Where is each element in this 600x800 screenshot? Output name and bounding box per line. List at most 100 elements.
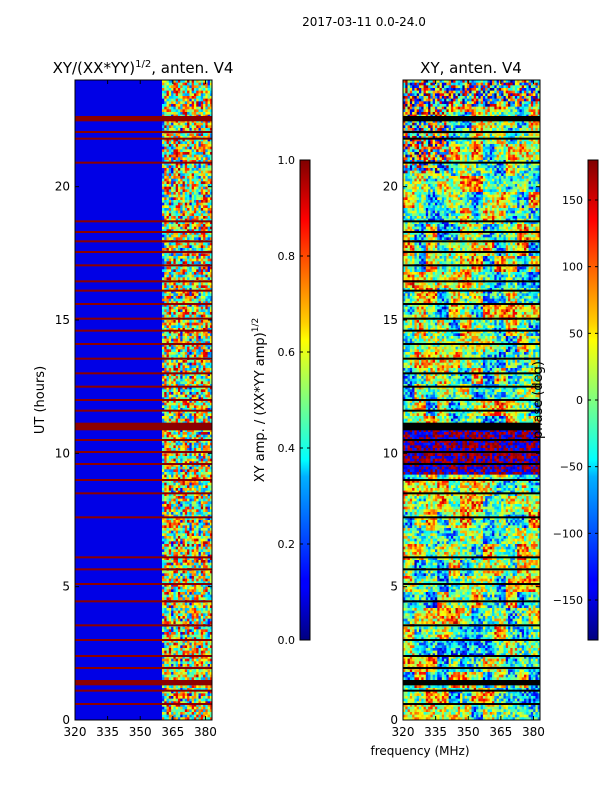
amplitude-cell: [175, 621, 179, 625]
amplitude-cell: [203, 112, 206, 115]
amplitude-cell: [189, 570, 192, 574]
amplitude-cell: [205, 178, 208, 182]
amplitude-cell: [177, 570, 181, 574]
amplitude-cell: [193, 544, 197, 547]
amplitude-cell: [173, 192, 176, 195]
amplitude-cell: [209, 290, 213, 294]
amplitude-cell: [203, 221, 206, 225]
amplitude-cell: [164, 229, 167, 233]
amplitude-cell: [182, 213, 186, 217]
amplitude-cell: [209, 618, 213, 622]
amplitude-cell: [198, 237, 202, 241]
amplitude-cell: [173, 405, 176, 409]
amplitude-cell: [182, 256, 186, 259]
amplitude-cell: [198, 416, 202, 419]
amplitude-cell: [168, 309, 172, 313]
amplitude-cell: [196, 261, 199, 265]
amplitude-cell: [193, 605, 197, 609]
amplitude-cell: [180, 405, 183, 409]
amplitude-cell: [200, 269, 204, 273]
amplitude-cell: [168, 173, 172, 177]
amplitude-cell: [205, 234, 208, 238]
amplitude-cell: [173, 517, 176, 521]
amplitude-cell: [189, 509, 192, 513]
amplitude-cell: [177, 488, 181, 491]
amplitude-cell: [182, 149, 186, 153]
amplitude-cell: [209, 325, 213, 329]
amplitude-cell: [177, 629, 181, 633]
amplitude-cell: [189, 98, 192, 102]
amplitude-cell: [207, 389, 211, 393]
amplitude-cell: [198, 613, 202, 617]
amplitude-cell: [207, 618, 211, 622]
amplitude-cell: [200, 146, 204, 150]
amplitude-cell: [205, 320, 208, 323]
amplitude-cell: [200, 469, 204, 473]
amplitude-cell: [180, 637, 183, 641]
amplitude-cell: [200, 485, 204, 489]
amplitude-cell: [173, 482, 176, 486]
amplitude-cell: [161, 645, 165, 649]
amplitude-cell: [207, 314, 211, 318]
amplitude-cell: [184, 338, 188, 342]
amplitude-cell: [196, 160, 199, 163]
amplitude-cell: [180, 338, 183, 342]
amplitude-cell: [209, 629, 213, 633]
amplitude-cell: [203, 229, 206, 233]
amplitude-cell: [175, 141, 179, 145]
amplitude-cell: [180, 213, 183, 217]
amplitude-cell: [196, 165, 199, 169]
amplitude-cell: [168, 456, 172, 459]
amplitude-cell: [209, 253, 213, 257]
amplitude-cell: [207, 232, 211, 235]
amplitude-cell: [168, 488, 172, 491]
amplitude-cell: [168, 290, 172, 294]
amplitude-cell: [187, 90, 190, 94]
amplitude-cell: [193, 522, 197, 526]
amplitude-cell: [168, 530, 172, 534]
amplitude-cell: [207, 445, 211, 449]
amplitude-cell: [180, 269, 183, 273]
amplitude-cell: [164, 98, 167, 102]
amplitude-cell: [161, 160, 165, 163]
amplitude-cell: [171, 184, 174, 187]
amplitude-cell: [189, 389, 192, 393]
amplitude-cell: [182, 192, 186, 195]
amplitude-cell: [193, 293, 197, 297]
amplitude-cell: [164, 584, 167, 587]
amplitude-cell: [189, 552, 192, 555]
amplitude-cell: [177, 576, 181, 579]
amplitude-cell: [180, 352, 183, 355]
amplitude-cell: [200, 122, 204, 126]
amplitude-cell: [164, 96, 167, 99]
amplitude-cell: [180, 565, 183, 569]
amplitude-cell: [187, 136, 190, 139]
amplitude-cell: [198, 456, 202, 459]
amplitude-cell: [161, 210, 165, 214]
amplitude-cell: [196, 562, 199, 566]
amplitude-cell: [173, 453, 176, 457]
amplitude-cell: [164, 378, 167, 382]
amplitude-cell: [205, 501, 208, 505]
amplitude-cell: [184, 138, 188, 142]
amplitude-cell: [180, 162, 183, 166]
amplitude-cell: [196, 349, 199, 353]
amplitude-cell: [205, 224, 208, 227]
amplitude-cell: [164, 394, 167, 398]
amplitude-cell: [180, 586, 183, 590]
amplitude-cell: [203, 216, 206, 219]
amplitude-cell: [207, 277, 211, 281]
amplitude-cell: [173, 112, 176, 115]
amplitude-cell: [164, 149, 167, 153]
amplitude-cell: [191, 605, 195, 609]
amplitude-cell: [191, 528, 195, 531]
amplitude-cell: [209, 637, 213, 641]
amplitude-cell: [180, 370, 183, 374]
amplitude-cell: [173, 664, 176, 667]
amplitude-cell: [203, 610, 206, 614]
amplitude-cell: [164, 557, 167, 561]
amplitude-cell: [161, 304, 165, 307]
amplitude-cell: [203, 213, 206, 217]
amplitude-cell: [203, 309, 206, 313]
amplitude-cell: [168, 642, 172, 646]
